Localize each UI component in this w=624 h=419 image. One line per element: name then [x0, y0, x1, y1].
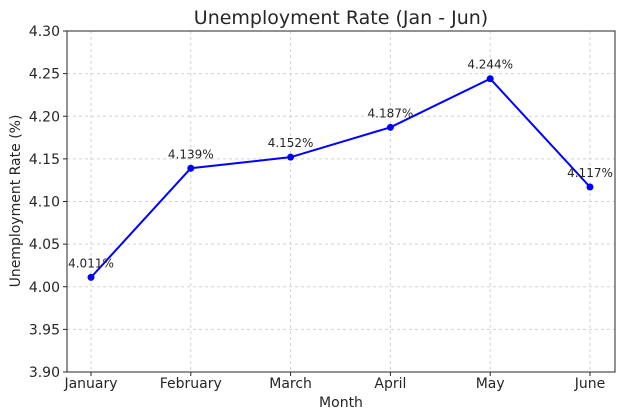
series-unemployment-rate: [87, 75, 594, 281]
data-labels: 4.011% 4.139% 4.152% 4.187% 4.244% 4.117%: [68, 58, 613, 271]
x-axis-ticks: January February March April May June: [63, 372, 605, 392]
y-tick-label: 4.05: [29, 237, 60, 253]
x-tick-label: June: [574, 376, 606, 392]
y-tick-label: 4.00: [29, 280, 60, 296]
y-tick-label: 4.20: [29, 109, 60, 125]
y-axis-label: Unemployment Rate (%): [8, 115, 24, 288]
data-point: [287, 153, 295, 161]
data-point: [87, 273, 95, 281]
chart-title: Unemployment Rate (Jan - Jun): [194, 7, 488, 29]
data-label: 4.244%: [467, 58, 513, 72]
data-point: [386, 123, 394, 131]
grid: [67, 30, 615, 373]
y-tick-label: 3.95: [29, 322, 60, 338]
x-tick-label: May: [476, 376, 505, 392]
x-tick-label: March: [269, 376, 312, 392]
data-label: 4.011%: [68, 256, 114, 270]
y-tick-label: 4.25: [29, 67, 60, 83]
x-tick-label: February: [160, 376, 222, 392]
data-label: 4.117%: [567, 166, 613, 180]
series-line: [90, 77, 591, 279]
y-tick-label: 3.90: [29, 365, 60, 381]
data-label: 4.152%: [268, 136, 314, 150]
data-label: 4.139%: [168, 147, 214, 161]
y-tick-label: 4.10: [29, 195, 60, 211]
data-point: [486, 75, 494, 83]
x-tick-label: April: [374, 376, 406, 392]
data-label: 4.187%: [368, 106, 414, 120]
data-point: [187, 164, 195, 172]
x-tick-label: January: [63, 376, 117, 392]
y-tick-label: 4.30: [29, 24, 60, 40]
y-axis-ticks: 3.90 3.95 4.00 4.05 4.10 4.15 4.20 4.25 4.30: [29, 24, 67, 381]
data-point: [586, 183, 594, 191]
plot-frame: [66, 30, 616, 373]
y-tick-label: 4.15: [29, 152, 60, 168]
x-axis-label: Month: [319, 395, 363, 411]
